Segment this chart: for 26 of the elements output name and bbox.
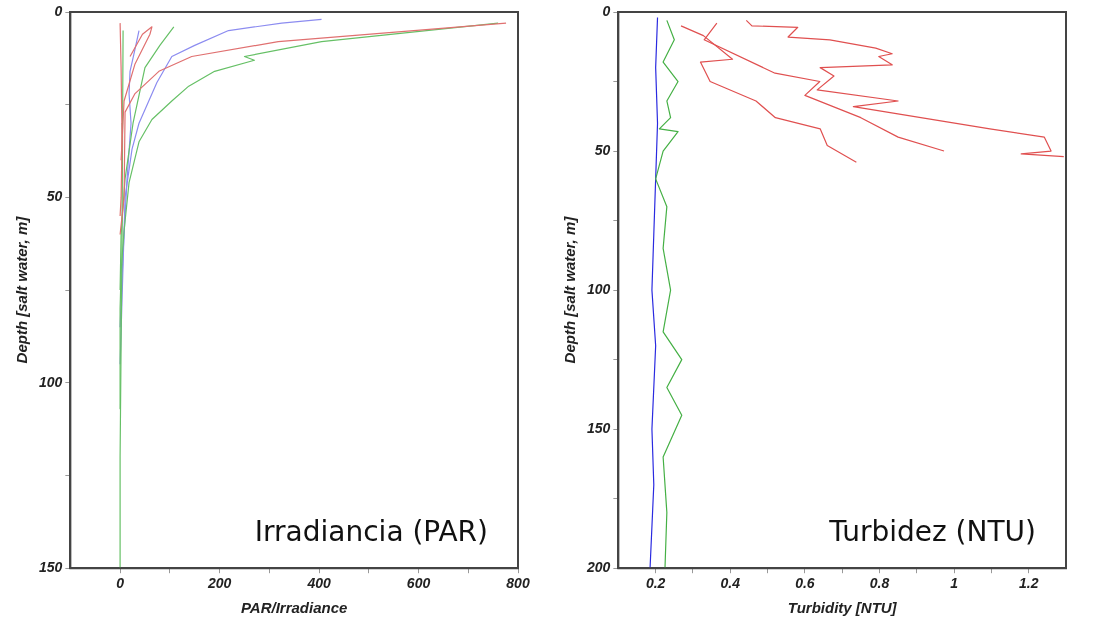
x-axis-title: PAR/Irradiance — [240, 599, 348, 617]
x-tick-label: 0.2 — [645, 575, 666, 592]
y-tick-label: 50 — [46, 188, 63, 205]
x-tick-label: 800 — [506, 575, 530, 592]
y-tick-label: 100 — [39, 373, 63, 390]
x-tick-label: 1.2 — [1018, 575, 1039, 592]
x-tick-label: 600 — [406, 575, 431, 592]
y-axis-title: Depth [salt water, m] — [13, 215, 31, 364]
annotation: Turbidez (NTU) — [828, 515, 1036, 549]
y-tick-label: 200 — [586, 559, 611, 576]
x-tick-label: 0.8 — [869, 575, 890, 592]
x-tick-label: 0.4 — [720, 575, 741, 592]
y-tick-label: 0 — [54, 2, 63, 19]
x-tick-label: 400 — [306, 575, 331, 592]
x-tick-label: 200 — [206, 575, 232, 592]
x-tick-label: 0.6 — [795, 575, 815, 592]
y-axis-title: Depth [salt water, m] — [561, 215, 579, 364]
x-tick-label: 1 — [950, 575, 959, 592]
y-tick-label: 50 — [594, 141, 611, 158]
x-axis-title: Turbidity [NTU] — [787, 599, 898, 617]
y-tick-label: 150 — [39, 559, 63, 576]
x-tick-label: 0 — [116, 575, 125, 592]
y-tick-label: 100 — [587, 280, 611, 297]
y-tick-label: 0 — [602, 2, 611, 19]
annotation: Irradiancia (PAR) — [254, 515, 488, 549]
y-tick-label: 150 — [587, 420, 611, 437]
